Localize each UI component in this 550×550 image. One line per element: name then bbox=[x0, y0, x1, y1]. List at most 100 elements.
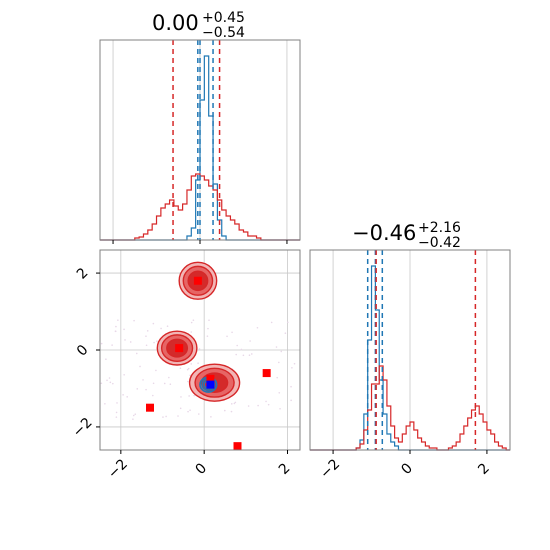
joint-sample-point bbox=[275, 346, 278, 348]
joint-blue-marker-0 bbox=[206, 380, 215, 389]
joint-sample-point bbox=[256, 326, 259, 329]
joint-sample-point bbox=[186, 368, 189, 371]
joint-sample-point bbox=[153, 341, 155, 344]
joint-sample-point bbox=[177, 415, 179, 417]
joint-sample-point bbox=[249, 340, 251, 342]
joint-sample-point bbox=[226, 335, 228, 338]
joint-sample-point bbox=[257, 404, 259, 407]
joint-sample-point bbox=[187, 410, 189, 413]
top-hist-red bbox=[100, 173, 300, 241]
joint-sample-point bbox=[267, 403, 270, 406]
joint-sample-point bbox=[247, 405, 250, 407]
joint-sample-point bbox=[163, 382, 166, 385]
joint-sample-point bbox=[192, 319, 195, 321]
joint-sample-point bbox=[142, 379, 144, 381]
joint-sample-point bbox=[231, 331, 233, 334]
joint-sample-point bbox=[146, 330, 149, 332]
joint-red-marker-3 bbox=[262, 369, 271, 378]
joint-sample-point bbox=[135, 352, 138, 355]
joint-sample-point bbox=[290, 385, 292, 388]
joint-sample-point bbox=[236, 344, 238, 347]
joint-sample-point bbox=[198, 413, 200, 415]
joint-sample-point bbox=[114, 330, 117, 332]
joint-sample-point bbox=[152, 382, 155, 385]
joint-sample-point bbox=[190, 321, 193, 324]
joint-sample-point bbox=[230, 410, 233, 413]
joint-sample-point bbox=[165, 415, 167, 418]
joint-sample-point bbox=[180, 396, 182, 398]
joint-xtick-label-0: −2 bbox=[105, 456, 131, 482]
joint-sample-point bbox=[291, 366, 293, 369]
joint-sample-point bbox=[290, 399, 292, 402]
joint-sample-point bbox=[145, 344, 148, 347]
joint-sample-point bbox=[124, 339, 126, 341]
joint-sample-point bbox=[210, 416, 212, 418]
joint-sample-point bbox=[116, 402, 118, 404]
joint-sample-point bbox=[233, 402, 236, 405]
right-xtick-label-2: 2 bbox=[475, 460, 493, 478]
marginal-hist-param0 bbox=[99, 39, 301, 244]
joint-sample-point bbox=[187, 367, 190, 370]
joint-sample-point bbox=[265, 400, 267, 403]
joint-sample-point bbox=[152, 322, 155, 325]
title-param0: 0.00 +0.45 −0.54 bbox=[152, 10, 245, 41]
joint-sample-point bbox=[235, 353, 237, 356]
joint-sample-point bbox=[145, 335, 147, 337]
marginal-hist-param1: −2 0 2 bbox=[309, 249, 511, 482]
joint-red-marker-0 bbox=[193, 276, 202, 285]
joint-red-marker-5 bbox=[233, 442, 242, 451]
joint-sample-point bbox=[279, 407, 281, 410]
joint-sample-point bbox=[145, 388, 147, 391]
joint-sample-point bbox=[134, 413, 137, 416]
joint-sample-point bbox=[155, 369, 157, 372]
joint-sample-point bbox=[198, 348, 201, 350]
joint-sample-point bbox=[105, 358, 107, 360]
joint-sample-point bbox=[287, 321, 289, 324]
joint-sample-point bbox=[187, 380, 189, 383]
joint-sample-point bbox=[111, 344, 113, 346]
title-param1-minus: −0.42 bbox=[418, 235, 461, 251]
joint-sample-point bbox=[207, 327, 209, 330]
joint-sample-point bbox=[189, 374, 191, 377]
right-xtick-label-0: −2 bbox=[317, 456, 343, 482]
joint-sample-point bbox=[179, 407, 182, 410]
title-param1: −0.46 +2.16 −0.42 bbox=[352, 220, 461, 251]
joint-sample-point bbox=[230, 403, 233, 405]
joint-xtick-label-2: 2 bbox=[276, 460, 294, 478]
joint-ytick-label-0: −2 bbox=[70, 415, 96, 441]
joint-sample-point bbox=[132, 414, 135, 417]
joint-sample-point bbox=[234, 401, 237, 404]
joint-sample-point bbox=[117, 319, 119, 321]
joint-sample-point bbox=[129, 341, 132, 343]
joint-sample-point bbox=[208, 319, 210, 322]
title-param1-plus: +2.16 bbox=[418, 220, 461, 236]
joint-red-marker-1 bbox=[175, 344, 184, 353]
joint-sample-point bbox=[280, 350, 283, 353]
joint-sample-point bbox=[270, 321, 273, 324]
joint-sample-point bbox=[126, 396, 129, 398]
joint-sample-point bbox=[133, 319, 135, 322]
joint-sample-point bbox=[106, 379, 108, 382]
title-param0-median: 0.00 bbox=[152, 11, 199, 35]
joint-sample-point bbox=[284, 332, 287, 334]
joint-sample-point bbox=[169, 383, 172, 386]
title-param0-plus: +0.45 bbox=[202, 10, 245, 26]
joint-sample-point bbox=[224, 409, 226, 412]
joint-sample-point bbox=[166, 325, 169, 328]
joint-sample-point bbox=[162, 416, 164, 418]
joint-sample-point bbox=[278, 391, 281, 394]
joint-red-marker-4 bbox=[146, 403, 154, 412]
joint-xtick-label-1: 0 bbox=[193, 460, 211, 478]
joint-sample-point bbox=[188, 395, 190, 397]
joint-sample-point bbox=[139, 365, 141, 368]
joint-density-panel: −2 0 2 −2 0 2 bbox=[70, 249, 301, 482]
joint-sample-point bbox=[104, 402, 106, 405]
joint-sample-point bbox=[168, 376, 170, 379]
joint-sample-point bbox=[123, 328, 125, 331]
joint-sample-point bbox=[100, 382, 103, 385]
joint-sample-point bbox=[160, 327, 162, 330]
joint-sample-point bbox=[197, 362, 199, 364]
joint-sample-point bbox=[109, 381, 112, 384]
joint-ytick-label-1: 0 bbox=[74, 342, 92, 360]
